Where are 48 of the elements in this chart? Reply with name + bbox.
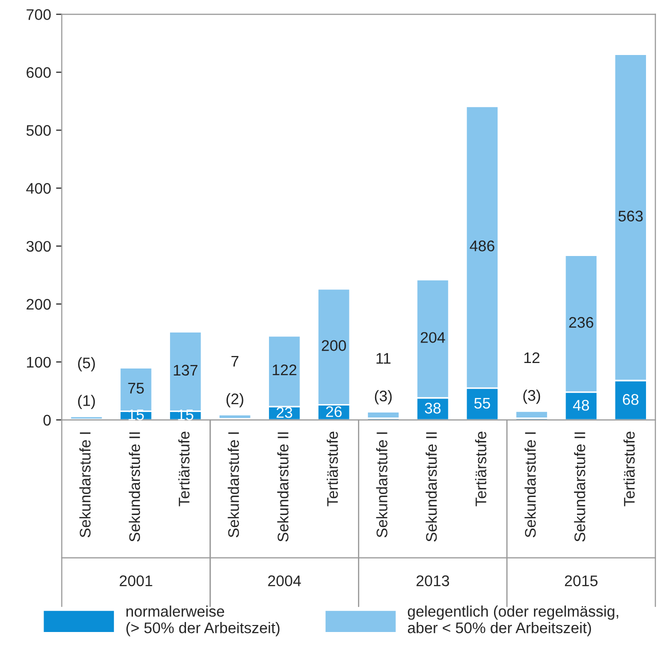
text: 2001	[120, 575, 152, 586]
data-label: 75	[128, 382, 144, 394]
x-tick-label: Sekundarstufe I	[524, 432, 536, 538]
data-label: (1)	[78, 394, 95, 410]
data-label: 200	[322, 340, 346, 351]
data-label: 204	[420, 332, 446, 343]
data-label: 11	[376, 353, 390, 364]
x-tick-label: Sekundarstufe II	[426, 432, 437, 542]
data-label: 23	[276, 407, 292, 418]
data-label: 236	[569, 316, 594, 328]
data-label: 55	[474, 398, 490, 409]
data-label: (3)	[374, 390, 392, 404]
data-label: 38	[424, 402, 441, 414]
x-tick-label: Sekundarstufe I	[376, 432, 388, 538]
data-label: 12	[524, 352, 540, 364]
x-tick-label: Sekundarstufe II	[128, 432, 140, 542]
data-label: (5)	[78, 357, 95, 372]
y-tick-label: 600	[26, 67, 51, 78]
data-label: (3)	[523, 390, 540, 404]
text: 2015	[564, 575, 598, 586]
data-label: 48	[573, 400, 589, 411]
y-tick-label: 300	[26, 240, 51, 252]
y-tick-label: 0	[43, 414, 51, 426]
data-label: (2)	[226, 393, 244, 408]
data-label: 122	[272, 364, 296, 376]
data-label: 137	[174, 364, 198, 376]
x-tick-label: Sekundarstufe II	[277, 432, 288, 542]
data-label: 26	[326, 406, 342, 418]
text: 2013	[416, 575, 450, 586]
legend-label: gelegentlich (oder regelmässig, aber < 50% der Arbeitszeit)	[408, 606, 618, 636]
data-label: 68	[622, 394, 638, 405]
x-tick-label: Tertiärstufe	[178, 432, 190, 506]
x-tick-label: Tertiärstufe	[624, 432, 635, 506]
data-label: 7	[231, 356, 238, 366]
x-tick-label: Sekundarstufe I	[79, 432, 91, 538]
y-tick-label: 100	[27, 356, 51, 368]
x-tick-label: Tertiärstufe	[475, 432, 486, 506]
x-tick-label: Tertiärstufe	[326, 432, 338, 506]
legend-label: normalerweise (> 50% der Arbeitszeit)	[126, 606, 280, 636]
y-tick-label: 400	[26, 182, 51, 194]
data-label: 563	[618, 210, 643, 222]
x-tick-label: Sekundarstufe II	[574, 432, 586, 542]
y-tick-label: 700	[26, 9, 51, 20]
y-tick-label: 200	[26, 298, 51, 310]
x-tick-label: Sekundarstufe I	[228, 432, 239, 538]
data-label: 486	[470, 240, 494, 252]
text: 2004	[268, 575, 301, 586]
y-tick-label: 500	[26, 125, 51, 136]
